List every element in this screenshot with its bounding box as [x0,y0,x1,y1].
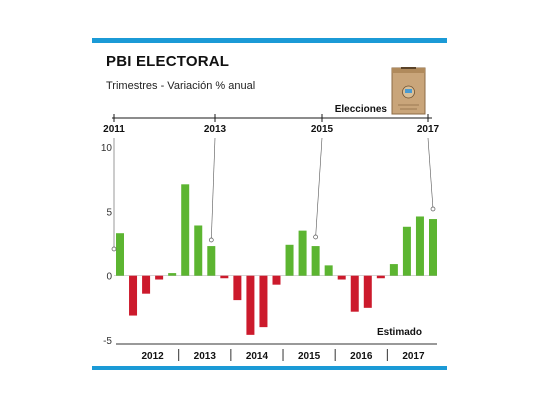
bar [220,275,229,279]
election-marker [208,237,214,243]
bar [194,225,203,276]
bar [298,230,307,276]
y-tick-label: 5 [106,207,112,218]
bar [324,265,333,276]
election-marker [111,246,117,252]
bar [429,219,437,276]
bar [233,275,242,301]
year-label: 2013 [194,351,217,362]
chart-subtitle: Trimestres - Variación % anual [106,80,256,92]
bar [415,216,424,276]
bar [129,275,138,316]
election-year-label: 2015 [311,124,334,135]
bar [350,275,359,312]
bar [272,275,281,285]
bar [389,264,398,276]
election-year-label: 2013 [204,124,227,135]
year-label: 2014 [246,351,269,362]
chart-title: PBI ELECTORAL [106,53,230,70]
ballot-box-icon [391,67,426,115]
y-tick-label: -5 [103,336,112,347]
bar [259,275,268,328]
bar [116,233,124,276]
bar [285,244,294,276]
year-label: 2016 [350,351,373,362]
bar [402,226,411,276]
election-leader-line [210,137,216,241]
y-tick-label: 0 [106,272,112,283]
election-year-label: 2017 [417,124,440,135]
election-year-label: 2011 [103,124,125,135]
bar [181,184,190,276]
estimate-label: Estimado [377,327,422,338]
top-accent-bar [92,38,447,43]
elections-label: Elecciones [335,104,388,115]
bar [168,273,177,276]
bar [337,275,346,280]
election-leader-line [315,137,323,238]
election-marker [430,206,436,212]
year-label: 2017 [402,351,425,362]
bar [311,246,320,276]
bar [155,275,164,280]
bar [207,246,216,276]
year-label: 2015 [298,351,321,362]
year-label: 2012 [141,351,164,362]
y-tick-label: 10 [101,143,113,154]
election-marker [313,234,318,240]
bar [363,275,372,308]
bar [246,275,255,335]
bottom-accent-bar [92,366,447,370]
bar [142,275,151,294]
bar [376,275,385,279]
election-leader-line [427,137,434,210]
